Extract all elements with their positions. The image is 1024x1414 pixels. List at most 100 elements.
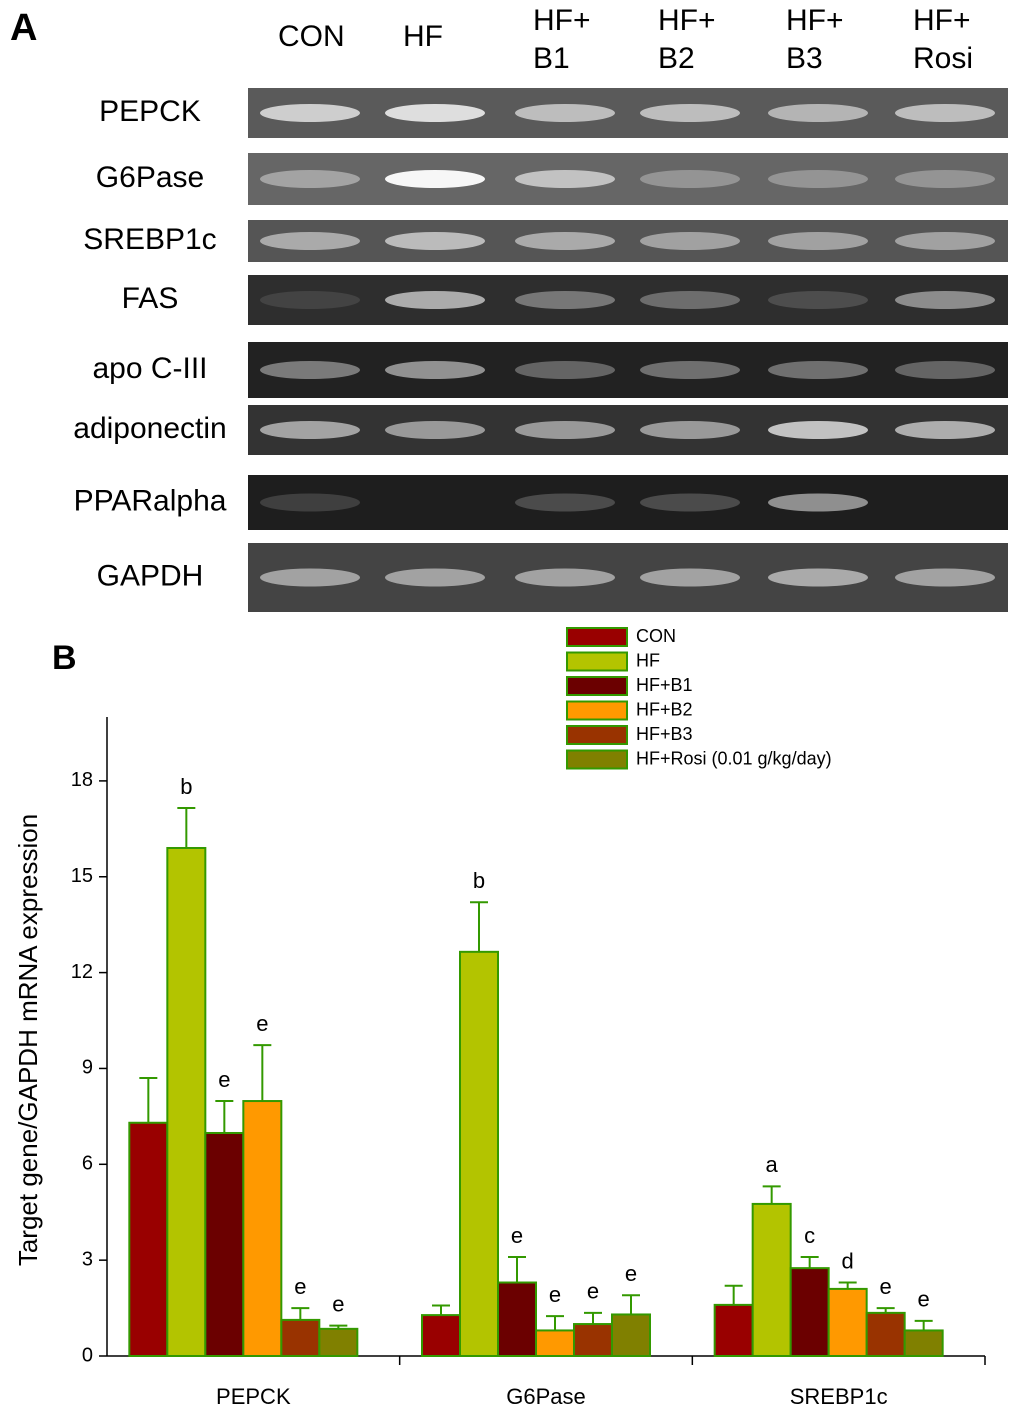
gel-band — [895, 568, 995, 587]
bar — [242, 1100, 283, 1357]
lane-label: HF+ — [786, 4, 844, 37]
lane-label: CON — [278, 20, 345, 53]
bar — [280, 1318, 321, 1357]
gel-band — [640, 421, 740, 439]
gel-band — [515, 104, 615, 122]
gel-band — [640, 361, 740, 379]
bar-chart: 0 3 6 9 12 15 18 PEPCK b e e e e G6Pase b e e e e SREBP1c a c… — [71, 626, 986, 1409]
gel-row — [248, 405, 1008, 455]
gel-band — [385, 232, 485, 250]
y-tick-label: 15 — [71, 865, 93, 887]
gel-band — [385, 421, 485, 439]
legend-swatch — [566, 651, 628, 672]
significance-label: d — [842, 1248, 854, 1273]
bar — [903, 1329, 944, 1357]
significance-label: e — [218, 1067, 230, 1092]
gene-label: apo C-III — [92, 352, 207, 385]
lane-label: HF+ — [533, 4, 591, 37]
gel-row — [248, 88, 1008, 138]
gel-band — [640, 232, 740, 250]
gel-band — [385, 104, 485, 122]
gel-band — [260, 493, 360, 512]
legend-swatch — [566, 676, 628, 696]
x-tick-label: SREBP1c — [790, 1384, 888, 1409]
bar — [865, 1311, 906, 1358]
y-tick-label: 6 — [82, 1153, 93, 1175]
significance-label: c — [804, 1223, 815, 1248]
gel-row — [248, 220, 1008, 262]
legend-swatch — [566, 725, 628, 745]
significance-label: e — [918, 1287, 930, 1312]
gene-label: GAPDH — [97, 559, 204, 592]
gel-band — [385, 170, 485, 188]
x-tick-label: G6Pase — [506, 1384, 586, 1409]
gel-band — [385, 361, 485, 379]
gel-row — [248, 275, 1008, 325]
bar — [751, 1202, 792, 1357]
legend-swatch — [566, 749, 628, 770]
lane-label: HF+ — [913, 4, 971, 37]
gel-band — [640, 493, 740, 512]
gene-label: adiponectin — [73, 412, 226, 445]
gel-band — [515, 170, 615, 188]
gel-band — [768, 421, 868, 439]
gel-band — [768, 361, 868, 379]
legend-label: HF+Rosi (0.01 g/kg/day) — [636, 748, 832, 768]
panel-label: B — [52, 639, 77, 677]
gel-band — [895, 361, 995, 379]
lane-label: B1 — [533, 42, 570, 75]
gel-band — [260, 361, 360, 379]
gel-band — [768, 170, 868, 188]
gel-band — [515, 568, 615, 587]
legend-label: HF+B2 — [636, 699, 693, 719]
gel-band — [895, 291, 995, 309]
gel-band — [260, 232, 360, 250]
gel-band — [895, 170, 995, 188]
significance-label: e — [294, 1274, 306, 1299]
gene-label: PEPCK — [99, 95, 201, 128]
lane-label: Rosi — [913, 42, 973, 75]
significance-label: e — [256, 1011, 268, 1036]
gel-band — [385, 291, 485, 309]
gel-row — [248, 543, 1008, 612]
gel-image: CON HF HF+ B1 HF+ B2 HF+ B3 HF+ Rosi PEPCK G6Pase SR… — [73, 4, 1008, 612]
gel-band — [515, 232, 615, 250]
bar — [497, 1281, 537, 1358]
gel-band — [768, 493, 868, 512]
bar — [128, 1121, 169, 1358]
significance-label: e — [880, 1274, 892, 1299]
lane-label: HF — [403, 20, 443, 53]
significance-label: e — [332, 1291, 344, 1316]
gel-band — [515, 291, 615, 309]
gel-row — [248, 475, 1008, 530]
gene-label: FAS — [122, 282, 179, 315]
legend-label: HF+B3 — [636, 724, 693, 744]
bar — [421, 1314, 461, 1358]
bar — [827, 1287, 868, 1358]
legend-label: HF — [636, 650, 660, 670]
legend-label: HF+B1 — [636, 675, 693, 695]
lane-label: HF+ — [658, 4, 716, 37]
gene-label: PPARalpha — [74, 484, 227, 517]
legend-swatch — [566, 627, 628, 647]
gel-band — [895, 232, 995, 250]
gene-label: SREBP1c — [83, 223, 216, 256]
significance-label: e — [625, 1261, 637, 1286]
bar — [204, 1131, 245, 1358]
gel-band — [640, 291, 740, 309]
bar — [166, 846, 207, 1357]
significance-label: b — [180, 774, 192, 799]
legend-swatch — [566, 700, 628, 721]
gel-band — [768, 291, 868, 309]
gel-band — [260, 104, 360, 122]
gel-row — [248, 153, 1008, 205]
lane-label: B3 — [786, 42, 823, 75]
bar — [573, 1323, 613, 1358]
gel-band — [768, 104, 868, 122]
y-tick-label: 9 — [82, 1057, 93, 1079]
significance-label: e — [587, 1279, 599, 1304]
gel-row — [248, 342, 1008, 398]
gel-band — [640, 170, 740, 188]
bar — [789, 1267, 830, 1357]
